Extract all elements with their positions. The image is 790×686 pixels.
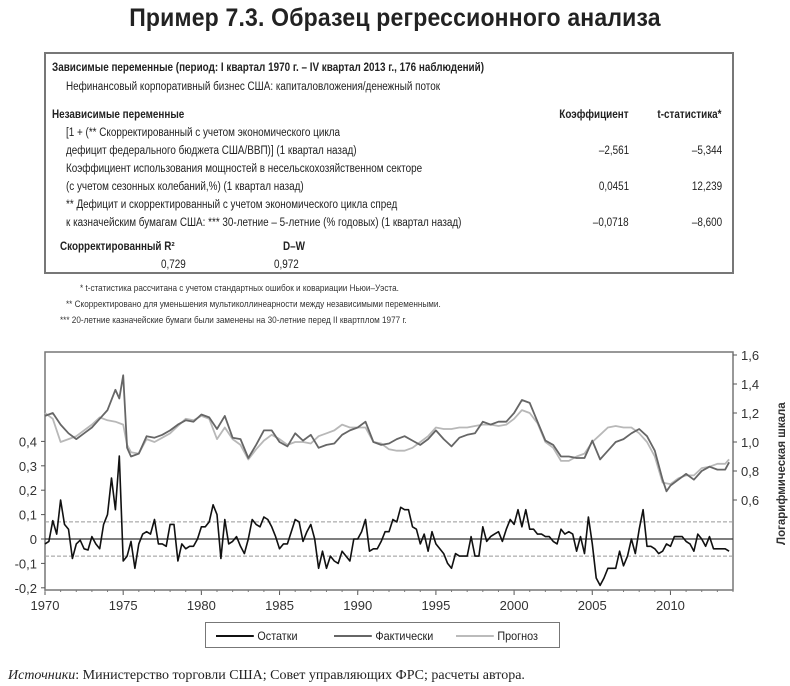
legend-item-forecast: Прогноз [456,629,538,643]
x-tick-label: 1990 [343,598,372,613]
row-3-coef: –0,0718 [593,217,629,229]
row-1-line-1: [1 + (** Скорректированный с учетом экон… [66,127,341,139]
row-2-line-2: (с учетом сезонных колебаний,%) (1 кварт… [66,181,304,193]
legend-swatch [456,635,494,637]
right-tick-label: 1,6 [741,348,759,363]
source-text: : Министерство торговли США; Совет управ… [75,668,525,683]
right-tick-label: 0,8 [741,464,759,479]
legend-label: Прогноз [497,629,538,643]
left-tick-label: 0 [30,532,37,547]
x-tick-label: 1995 [421,598,450,613]
x-tick-label: 1970 [31,598,60,613]
right-axis-title-text: Логарифмическая шкала [776,402,788,545]
series-line-actual [44,374,730,493]
x-tick-label: 2010 [656,598,685,613]
legend-item-residuals: Остатки [216,629,298,643]
dw-value: 0,972 [274,259,299,271]
left-tick-label: 0,1 [19,508,37,523]
source-note: Источники: Министерство торговли США; Со… [8,668,525,684]
x-tick-label: 1980 [187,598,216,613]
right-tick-label: 1,0 [741,435,759,450]
coef-header: Коэффициент [559,109,629,121]
r2-value: 0,729 [161,259,186,271]
dependent-header: Зависимые переменные (период: I квартал … [52,62,485,74]
row-3-tstat: –8,600 [691,217,722,229]
footnote-3: *** 20-летние казначейские бумаги были з… [60,315,407,326]
regression-chart: 1970 1975 1980 1985 1990 1995 2000 2005 2010 0,4 0… [15,348,759,613]
row-3-line-2: к казначейским бумагам США: *** 30-летни… [66,217,462,229]
legend-item-actual: Фактически [334,629,433,643]
row-3-line-1: ** Дефицит и скорректированный с учетом … [66,199,398,211]
row-1-line-2: дефицит федерального бюджета США/ВВП)] (… [66,145,357,157]
left-tick-label: -0,2 [15,581,37,596]
row-1-coef: –2,561 [598,145,629,157]
regression-table: Зависимые переменные (период: I квартал … [44,52,734,274]
x-tick-label: 1985 [265,598,294,613]
footnote-1: * t-статистика рассчитана с учетом станд… [80,283,399,294]
legend-swatch [334,635,372,637]
legend-label: Фактически [375,629,434,643]
tstat-header: t-статистика* [657,109,722,121]
row-2-tstat: 12,239 [691,181,722,193]
right-tick-label: 1,2 [741,406,759,421]
footnote-2: ** Скорректировано для уменьшения мульти… [66,299,441,310]
dw-label: D–W [283,241,305,253]
left-tick-label: 0,2 [19,483,37,498]
row-1-tstat: –5,344 [691,145,722,157]
plot-frame [44,351,734,591]
legend: Остатки Фактически Прогноз [205,622,560,648]
dependent-variable: Нефинансовый корпоративный бизнес США: к… [66,81,441,93]
page-title: Пример 7.3. Образец регрессионного анали… [129,4,661,32]
r2-label: Скорректированный R² [60,241,175,253]
right-tick-label: 1,4 [741,377,759,392]
x-tick-label: 2005 [578,598,607,613]
independent-header: Независимые переменные [52,109,185,121]
series-line-forecast [44,409,730,486]
left-tick-label: 0,3 [19,459,37,474]
source-label: Источники [8,668,76,683]
right-tick-label: 0,6 [741,493,759,508]
x-tick-label: 2000 [500,598,529,613]
row-2-coef: 0,0451 [598,181,629,193]
row-2-line-1: Коэффициент использования мощностей в не… [66,163,423,175]
left-tick-label: 0,4 [19,434,37,449]
series-line-residuals [44,455,730,587]
left-tick-label: -0,1 [15,556,37,571]
legend-swatch [216,635,254,637]
legend-label: Остатки [257,629,298,643]
x-tick-label: 1975 [109,598,138,613]
